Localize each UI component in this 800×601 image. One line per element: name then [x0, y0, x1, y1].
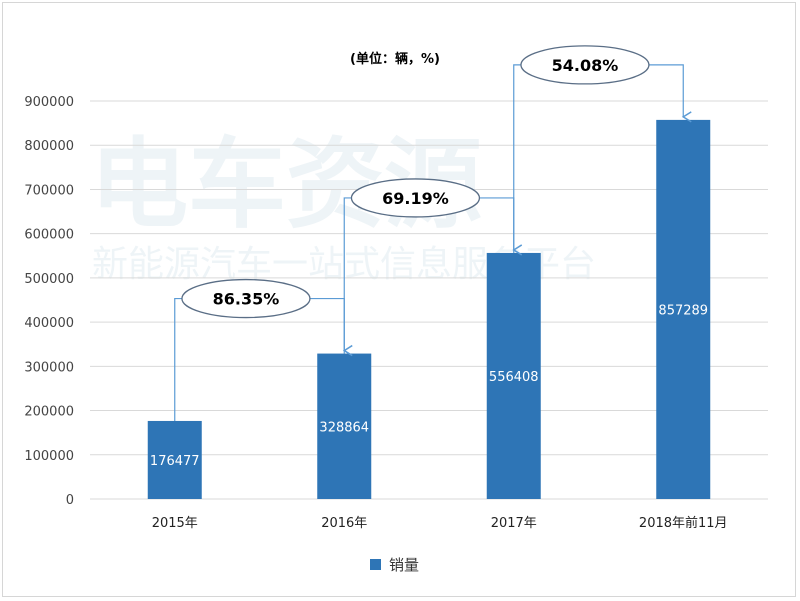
- y-tick-label: 500000: [24, 272, 74, 287]
- bar: [317, 353, 372, 499]
- x-tick-label: 2015年: [152, 516, 198, 531]
- bar: [147, 420, 202, 499]
- growth-rate-label: 69.19%: [382, 189, 449, 208]
- x-tick-label: 2018年前11月: [639, 515, 728, 531]
- legend: 销量: [370, 554, 419, 575]
- unit-label: (单位：辆，%): [350, 52, 440, 67]
- bar-value-label: 857289: [658, 303, 708, 318]
- growth-ellipse: [520, 45, 650, 85]
- x-tick-label: 2017年: [491, 516, 537, 531]
- growth-rate-label: 86.35%: [213, 290, 280, 309]
- y-tick-label: 800000: [24, 139, 74, 154]
- growth-rate-label: 54.08%: [552, 56, 619, 75]
- bar: [656, 119, 711, 499]
- y-tick-label: 900000: [24, 95, 74, 110]
- y-tick-label: 700000: [24, 183, 74, 198]
- legend-swatch: [370, 559, 381, 570]
- y-tick-label: 600000: [24, 228, 74, 243]
- y-axis-ticks: 0 100000 200000 300000 400000 500000 600000 700…: [24, 95, 74, 508]
- bar: [486, 252, 541, 499]
- x-axis-ticks: 2015年 2016年 2017年 2018年前11月: [152, 515, 728, 531]
- growth-annotations: 86.35% 69.19% 54.08%: [174, 45, 692, 421]
- y-tick-label: 100000: [24, 449, 74, 464]
- bar-value-label: 176477: [150, 454, 200, 469]
- bar-value-label: 556408: [489, 370, 539, 385]
- bar-value-label: 328864: [319, 420, 369, 435]
- y-tick-label: 0: [66, 493, 74, 508]
- y-tick-label: 300000: [24, 360, 74, 375]
- x-tick-label: 2016年: [321, 516, 367, 531]
- growth-ellipse: [350, 178, 481, 218]
- y-tick-label: 400000: [24, 316, 74, 331]
- bars: 176477 328864 556408 857289: [147, 119, 711, 499]
- legend-label: 销量: [389, 556, 420, 574]
- growth-ellipse: [181, 278, 311, 319]
- y-tick-label: 200000: [24, 405, 74, 420]
